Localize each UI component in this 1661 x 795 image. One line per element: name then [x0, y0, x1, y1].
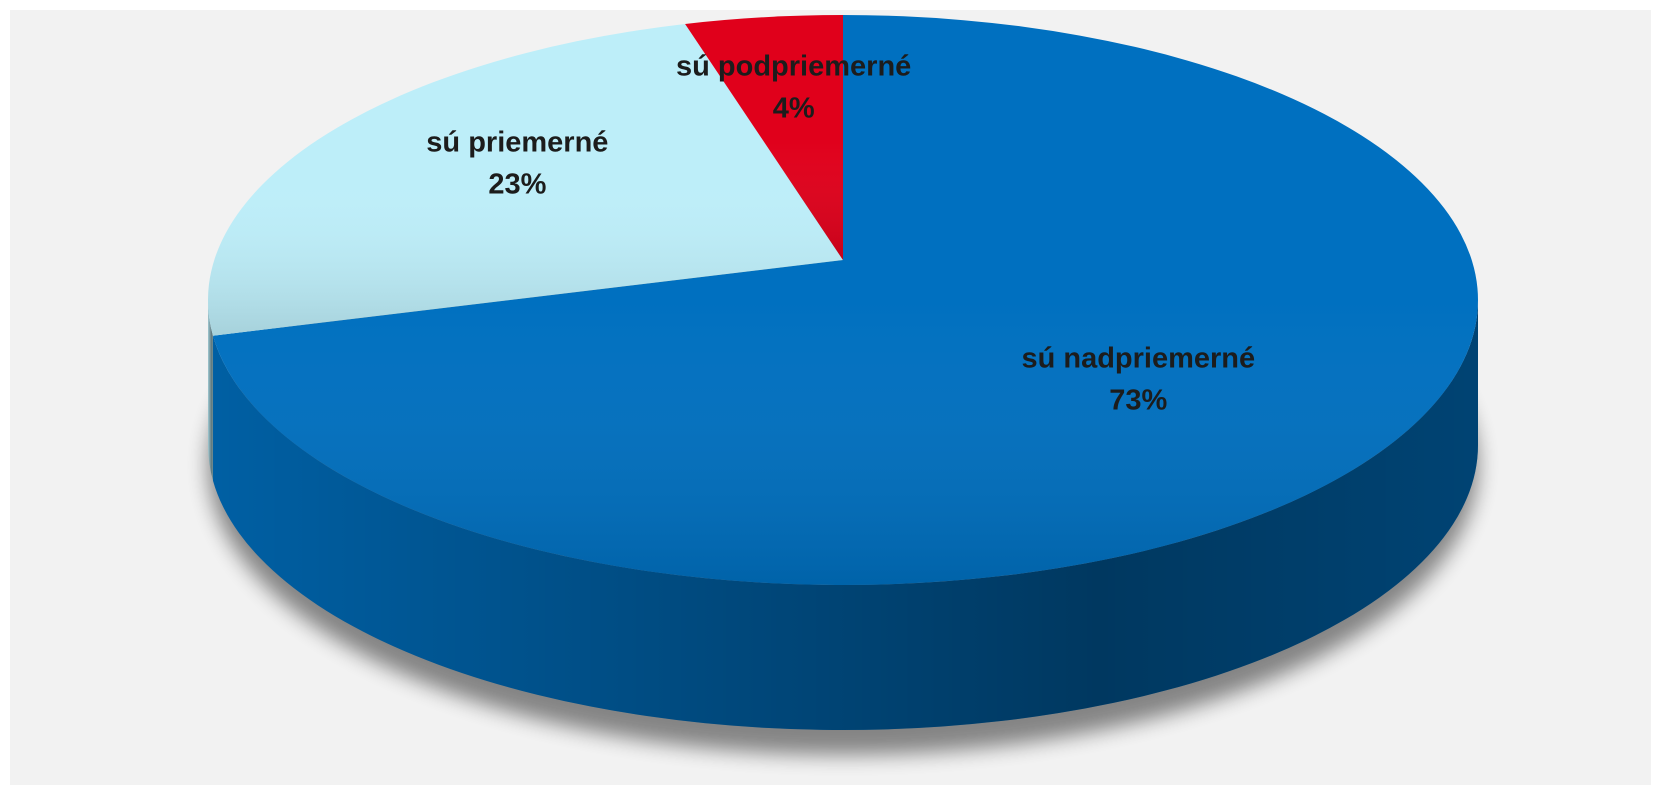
slice-label: sú podpriemerné: [676, 50, 911, 82]
slice-label: sú priemerné: [426, 126, 608, 158]
slice-label: sú nadpriemerné: [1021, 343, 1255, 375]
sides: [208, 300, 1478, 731]
value-label: 4%: [773, 92, 815, 124]
labels: sú nadpriemerné 73% sú priemerné 23% sú podp…: [426, 50, 1255, 416]
value-label: 23%: [488, 168, 546, 200]
slice-gloss: [685, 15, 843, 260]
slice-side-shade: [213, 300, 1478, 731]
slice-side-shade: [208, 300, 214, 481]
slice-gloss: [207, 23, 843, 336]
slice-gloss: [213, 15, 1479, 585]
tops: [207, 15, 1479, 585]
value-label: 73%: [1109, 385, 1167, 417]
